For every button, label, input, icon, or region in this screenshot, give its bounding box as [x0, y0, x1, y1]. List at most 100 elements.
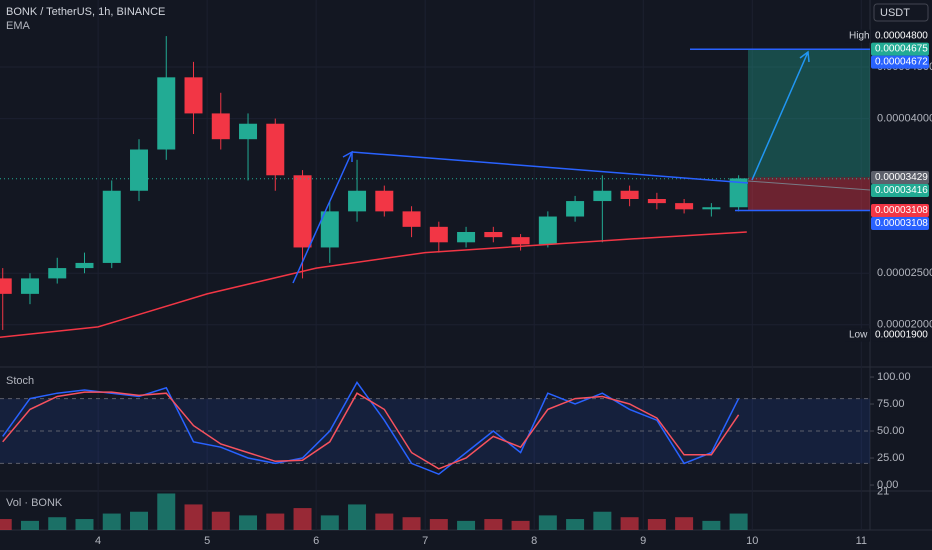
volume-bar	[675, 517, 694, 530]
candle-body	[0, 278, 12, 294]
price-label: 0.00003108	[875, 218, 928, 229]
volume-bar	[130, 511, 148, 530]
candle-body	[157, 77, 176, 150]
volume-bar	[729, 513, 748, 530]
volume-bar	[75, 519, 94, 530]
candle-body	[620, 190, 639, 199]
volume-bar	[484, 519, 503, 530]
price-label-box	[871, 42, 929, 56]
candle-body	[593, 190, 612, 202]
price-label: 0.00003108	[875, 205, 928, 216]
price-label-box	[871, 204, 929, 218]
candle-body	[511, 237, 530, 245]
candle-body	[130, 149, 148, 191]
candle-body	[566, 201, 585, 217]
candle-body	[429, 226, 448, 243]
candle-body	[375, 190, 394, 212]
stoch-tick-label: 25.00	[877, 452, 905, 464]
price-label-box	[871, 55, 929, 69]
x-tick-label: 6	[313, 535, 319, 547]
candle-body	[484, 231, 503, 238]
price-label-box	[871, 217, 929, 231]
price-label-box	[871, 29, 929, 43]
price-label: 0.00004800	[875, 31, 928, 42]
volume-bar	[702, 520, 721, 530]
currency-box[interactable]	[873, 3, 929, 22]
indicator-name: EMA	[6, 20, 31, 32]
x-tick-label: 9	[640, 535, 646, 547]
price-label: 0.00004675	[875, 44, 928, 55]
candle-body	[348, 190, 367, 212]
candle-body	[293, 175, 312, 248]
x-tick-label: 8	[531, 535, 537, 547]
volume-bar	[211, 511, 230, 530]
trend-line	[351, 151, 749, 184]
y-tick-label: 0.00004000	[877, 112, 932, 124]
price-label: 0.00003429	[875, 172, 928, 183]
volume-bar	[157, 493, 176, 530]
price-label: 0.00001900	[875, 330, 928, 341]
volume-bar	[457, 520, 476, 530]
volume-bar	[48, 517, 67, 530]
profit-zone	[748, 49, 870, 178]
chart-title: BONK / TetherUS, 1h, BINANCE	[6, 6, 165, 18]
price-label-box	[871, 170, 929, 184]
volume-bar	[375, 513, 394, 530]
candle-body	[20, 278, 39, 294]
price-label: 0.00003416	[875, 185, 928, 196]
extreme-label-box	[845, 328, 870, 342]
trend-line	[292, 151, 353, 284]
candle-body	[184, 77, 203, 114]
volume-bar	[0, 519, 12, 530]
volume-bar	[102, 513, 121, 530]
candle-body	[266, 123, 285, 176]
volume-bar	[320, 515, 339, 530]
volume-bar	[429, 519, 448, 530]
extreme-label: Low	[849, 330, 868, 341]
candle-body	[102, 190, 121, 263]
candle-body	[538, 216, 557, 245]
candle-body	[48, 268, 67, 279]
volume-bar	[20, 520, 39, 530]
volume-bar	[293, 508, 312, 530]
volume-bar	[593, 511, 612, 530]
price-label: 0.00004672	[875, 57, 928, 68]
candle-body	[402, 211, 421, 227]
extreme-label: High	[849, 31, 870, 42]
x-tick-label: 4	[95, 535, 101, 547]
candle-body	[239, 123, 258, 140]
volume-bar	[239, 515, 258, 530]
labels: 4 5 6 7 8 9 10 11 0.00002000 0.00002500 0.00004000…	[95, 29, 932, 547]
drawings	[292, 50, 871, 284]
stoch-tick-label: 50.00	[877, 425, 905, 437]
trend-line	[747, 180, 871, 191]
arrow-head	[799, 50, 810, 63]
currency[interactable]: USDT	[880, 7, 910, 19]
stoch-title: Stoch	[6, 375, 34, 387]
projection-arrow	[751, 51, 809, 181]
candle-body	[702, 207, 721, 210]
candle-body	[457, 231, 476, 243]
grid	[0, 0, 870, 530]
y-tick-label: 0.00002000	[877, 319, 932, 331]
volume-bar	[511, 520, 530, 530]
volume-bar	[266, 513, 285, 530]
candle-body	[675, 203, 694, 210]
volume-bar	[566, 519, 585, 530]
stoch-tick-label: 0.00	[877, 479, 898, 491]
candle-body	[729, 178, 748, 208]
stoch-tick-label: 100.00	[877, 371, 911, 383]
y-tick-label: 0.00002500	[877, 267, 932, 279]
x-tick-label: 10	[746, 535, 758, 547]
volume-bar	[538, 515, 557, 530]
price-label-box	[871, 328, 929, 342]
candle-body	[75, 262, 94, 269]
ema-line	[0, 231, 747, 338]
volume-bar	[402, 517, 421, 530]
volume-tick-label: 21	[877, 486, 889, 498]
price-label-box	[871, 183, 929, 197]
candle-body	[320, 211, 339, 248]
stoch-d-line	[2, 391, 740, 470]
volume-bar	[184, 504, 203, 530]
